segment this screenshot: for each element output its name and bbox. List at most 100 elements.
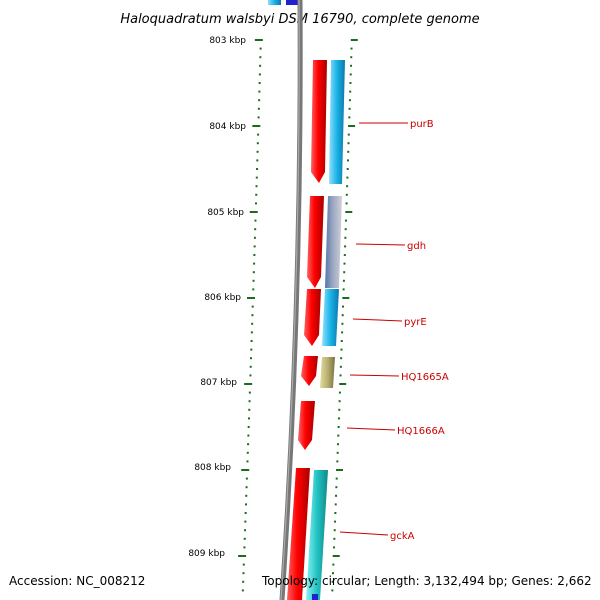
ruler-minor-tick — [255, 185, 258, 188]
ruler-major-tick — [345, 211, 353, 213]
ruler-minor-tick — [333, 529, 336, 532]
ruler-minor-tick — [252, 271, 255, 274]
ruler-minor-tick — [243, 546, 246, 549]
ruler-minor-tick — [331, 580, 334, 583]
ruler-minor-tick — [336, 443, 339, 446]
ruler-minor-tick — [255, 176, 258, 179]
gene-label-purB[interactable]: purB — [410, 119, 434, 130]
gene-arrow-reverse[interactable] — [322, 289, 339, 346]
ruler-minor-tick — [259, 47, 262, 50]
ruler-minor-tick — [349, 90, 352, 93]
ruler-minor-tick — [256, 159, 259, 162]
ruler-minor-tick — [348, 107, 351, 110]
ruler-major-tick — [339, 383, 347, 385]
ruler-label-805: 805 kbp — [207, 208, 244, 218]
ruler-minor-tick — [251, 322, 254, 325]
ruler-minor-tick — [243, 537, 246, 540]
genome-backbone-highlight — [280, 0, 300, 600]
ruler-label-804: 804 kbp — [209, 122, 246, 132]
gene-arrow-reverse[interactable] — [329, 60, 345, 184]
gene-arrow-reverse-alt[interactable] — [306, 470, 328, 600]
ruler-minor-tick — [350, 47, 353, 50]
ruler-minor-tick — [335, 486, 338, 489]
gene-label-HQ1665A[interactable]: HQ1665A — [401, 372, 449, 383]
ruler-minor-tick — [248, 408, 251, 411]
ruler-minor-tick — [348, 99, 351, 102]
gene-arrow-forward[interactable] — [301, 356, 318, 386]
ruler-minor-tick — [254, 202, 257, 205]
ruler-minor-tick — [242, 580, 245, 583]
ruler-minor-tick — [256, 168, 259, 170]
ruler-minor-tick — [346, 176, 349, 179]
ruler-minor-tick — [248, 400, 251, 403]
top-feature-navy — [286, 0, 299, 5]
ruler-minor-tick — [341, 314, 344, 317]
ruler-minor-tick — [342, 305, 345, 308]
ruler-minor-tick — [242, 572, 245, 575]
ruler-minor-tick — [242, 563, 245, 566]
gene-arrow-other[interactable] — [320, 357, 335, 388]
ruler-label-808: 808 kbp — [194, 463, 231, 473]
gene-arrow-forward[interactable] — [287, 468, 310, 600]
ruler-minor-tick — [347, 150, 350, 153]
ruler-minor-tick — [244, 512, 247, 514]
ruler-minor-tick — [259, 56, 262, 59]
leader-line-gdh — [355, 243, 406, 246]
gene-label-gckA[interactable]: gckA — [390, 531, 415, 542]
ruler-minor-tick — [244, 520, 247, 523]
ruler-minor-tick — [337, 434, 340, 437]
ruler-minor-tick — [245, 494, 248, 497]
ruler-minor-tick — [340, 348, 343, 351]
ruler-minor-tick — [253, 262, 256, 265]
ruler-minor-tick — [334, 512, 337, 514]
ruler-minor-tick — [250, 348, 253, 351]
ruler-label-806: 806 kbp — [204, 293, 241, 303]
ruler-major-tick — [350, 39, 358, 41]
top-feature-blue — [268, 0, 281, 5]
gene-arrow-forward[interactable] — [307, 196, 324, 288]
gene-label-HQ1666A[interactable]: HQ1666A — [397, 426, 445, 437]
gene-arrow-gray[interactable] — [325, 196, 342, 288]
ruler-minor-tick — [349, 73, 352, 76]
gene-label-gdh[interactable]: gdh — [407, 241, 426, 252]
ruler-minor-tick — [342, 279, 345, 282]
ruler-minor-tick — [250, 331, 253, 334]
ruler-major-tick — [342, 297, 350, 299]
ruler-minor-tick — [257, 133, 260, 136]
gene-arrow-forward[interactable] — [298, 401, 315, 450]
ruler-minor-tick — [331, 589, 334, 592]
genome-summary-text: Topology: circular; Length: 3,132,494 bp… — [262, 574, 592, 588]
ruler-minor-tick — [349, 64, 352, 67]
ruler-minor-tick — [350, 56, 353, 59]
ruler-minor-tick — [342, 288, 345, 291]
ruler-labels: 803 kbp 804 kbp 805 kbp 806 kbp 807 kbp … — [188, 36, 246, 559]
gene-arrow-forward[interactable] — [311, 60, 327, 183]
ruler-minor-tick — [337, 417, 340, 420]
gene-leader-lines — [339, 122, 408, 536]
gene-labels: purB gdh pyrE HQ1665A HQ1666A gckA — [390, 119, 449, 542]
ruler-minor-tick — [346, 159, 349, 162]
ruler-major-tick — [348, 125, 356, 127]
ruler-minor-tick — [345, 202, 348, 205]
ruler-minor-tick — [338, 408, 341, 411]
accession-text: Accession: NC_008212 — [9, 574, 146, 588]
ruler-label-809: 809 kbp — [188, 549, 225, 559]
ruler-minor-tick — [255, 193, 258, 196]
ruler-minor-tick — [257, 107, 260, 110]
ruler-minor-tick — [247, 434, 250, 437]
ruler-minor-tick — [248, 391, 251, 394]
ruler-major-tick — [332, 555, 340, 557]
ruler-minor-tick — [250, 357, 253, 360]
ruler-label-807: 807 kbp — [200, 378, 237, 388]
ruler-minor-tick — [332, 572, 335, 575]
ruler-minor-tick — [256, 150, 259, 153]
ruler-label-803: 803 kbp — [209, 36, 246, 46]
bottom-feature-navy — [312, 594, 318, 600]
gene-arrow-forward[interactable] — [304, 289, 321, 346]
ruler-minor-tick — [340, 340, 343, 342]
gene-label-pyrE[interactable]: pyrE — [404, 317, 427, 328]
ruler-minor-tick — [338, 391, 341, 394]
ruler-minor-tick — [253, 245, 256, 248]
